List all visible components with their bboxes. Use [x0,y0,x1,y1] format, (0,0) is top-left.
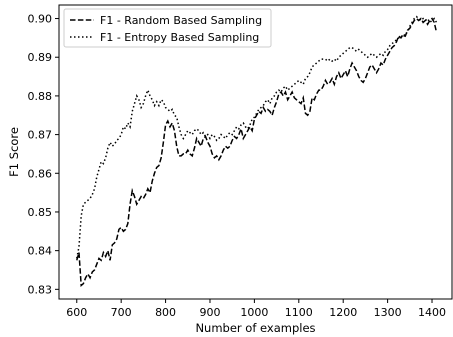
legend: F1 - Random Based Sampling F1 - Entropy … [63,8,272,48]
x-tick-label: 1200 [329,306,357,319]
legend-label-random: F1 - Random Based Sampling [100,14,262,27]
x-tick-label: 700 [111,306,132,319]
legend-label-entropy: F1 - Entropy Based Sampling [100,31,259,44]
x-axis-ticks: 600 700 800 900 1000 1100 1200 1300 1400 [66,299,446,319]
y-axis-ticks: 0.83 0.84 0.85 0.86 0.87 0.88 0.89 0.90 [28,13,59,296]
x-axis-label: Number of examples [195,321,315,335]
series-line-entropy [76,15,438,259]
legend-box [63,8,272,48]
plot-frame [58,4,453,300]
y-tick-label: 0.85 [28,206,53,219]
x-tick-label: 600 [66,306,87,319]
x-tick-label: 800 [155,306,176,319]
x-tick-label: 1300 [374,306,402,319]
y-tick-label: 0.83 [28,283,53,296]
y-tick-label: 0.88 [28,90,53,103]
y-tick-label: 0.87 [28,129,53,142]
x-tick-label: 900 [199,306,220,319]
series-layer [76,15,438,288]
series-line-random [76,17,438,288]
y-tick-label: 0.84 [28,245,53,258]
x-tick-label: 1400 [418,306,446,319]
x-tick-label: 1000 [240,306,268,319]
y-tick-label: 0.86 [28,167,53,180]
x-tick-label: 1100 [285,306,313,319]
y-tick-label: 0.90 [28,13,53,26]
y-axis-label: F1 Score [7,127,21,177]
y-tick-label: 0.89 [28,51,53,64]
